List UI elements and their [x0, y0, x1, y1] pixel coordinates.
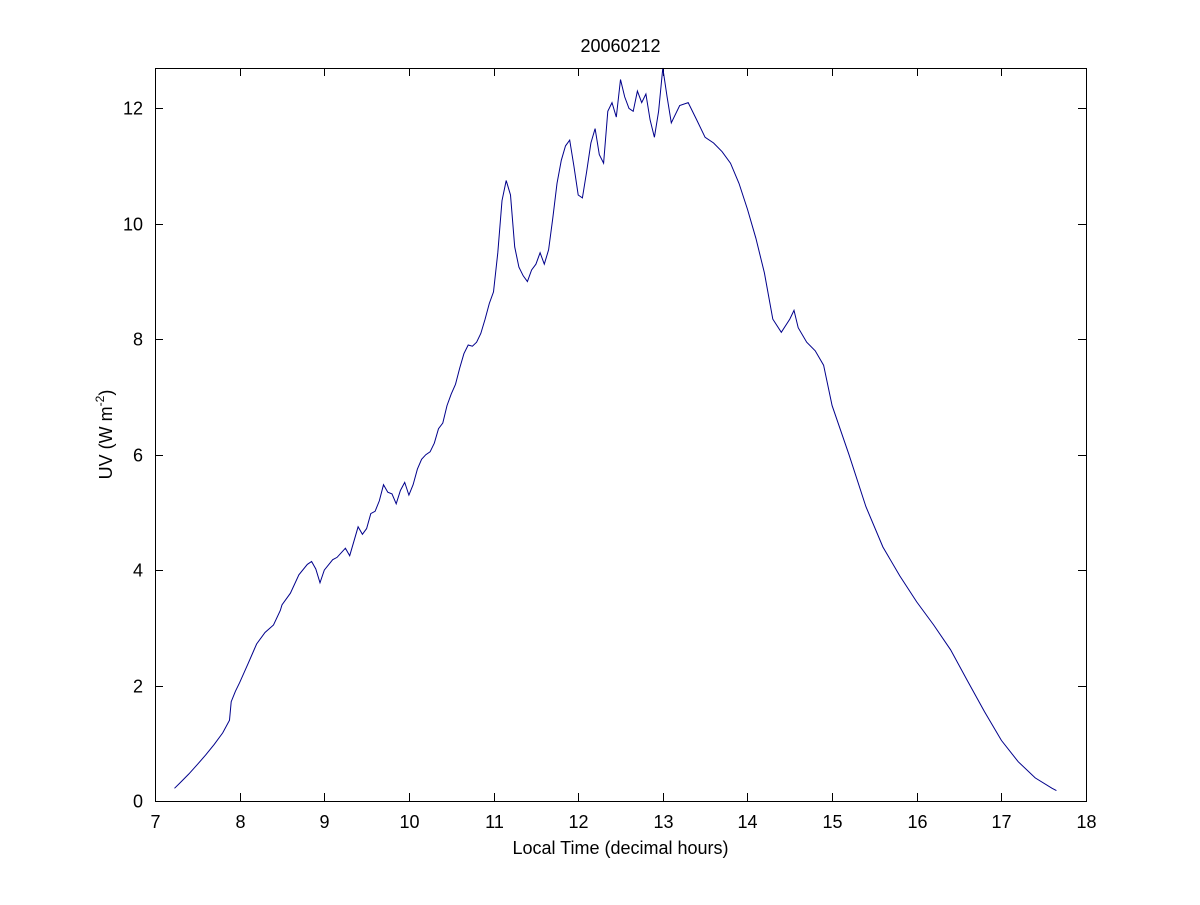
y-axis-label-prefix: UV (W m	[96, 406, 116, 479]
plot-frame	[155, 68, 1087, 802]
x-tick-label: 8	[235, 812, 245, 832]
y-axis-label-superscript: -2	[93, 395, 107, 406]
x-tick-label: 16	[907, 812, 927, 832]
x-tick-label: 15	[822, 812, 842, 832]
y-tick-label: 6	[133, 446, 143, 466]
y-tick-label: 0	[133, 792, 143, 812]
y-tick-label: 4	[133, 561, 143, 581]
x-tick-label: 13	[653, 812, 673, 832]
x-tick-label: 17	[991, 812, 1011, 832]
x-axis-label: Local Time (decimal hours)	[512, 838, 728, 858]
x-tick-label: 12	[568, 812, 588, 832]
x-tick-label: 11	[485, 812, 504, 832]
series-line-uv	[174, 67, 1057, 792]
x-tick-label: 7	[150, 812, 160, 832]
y-tick-label: 2	[133, 677, 143, 697]
y-axis-label: UV (W m-2)	[93, 390, 116, 480]
plot-area	[155, 68, 1086, 801]
x-tick-label: 14	[737, 812, 757, 832]
x-tick-label: 18	[1076, 812, 1096, 832]
y-tick-label: 10	[123, 215, 143, 235]
axis-ticks: 7 8 9 10 11 12 13 14 15 16 17 18 0 2 4 6 8 10 12	[123, 68, 1097, 832]
y-tick-label: 8	[133, 330, 143, 350]
x-tick-label: 10	[399, 812, 419, 832]
y-tick-label: 12	[123, 99, 143, 119]
y-axis-label-suffix: )	[96, 390, 116, 396]
chart-title: 20060212	[580, 36, 660, 56]
x-tick-label: 9	[319, 812, 329, 832]
